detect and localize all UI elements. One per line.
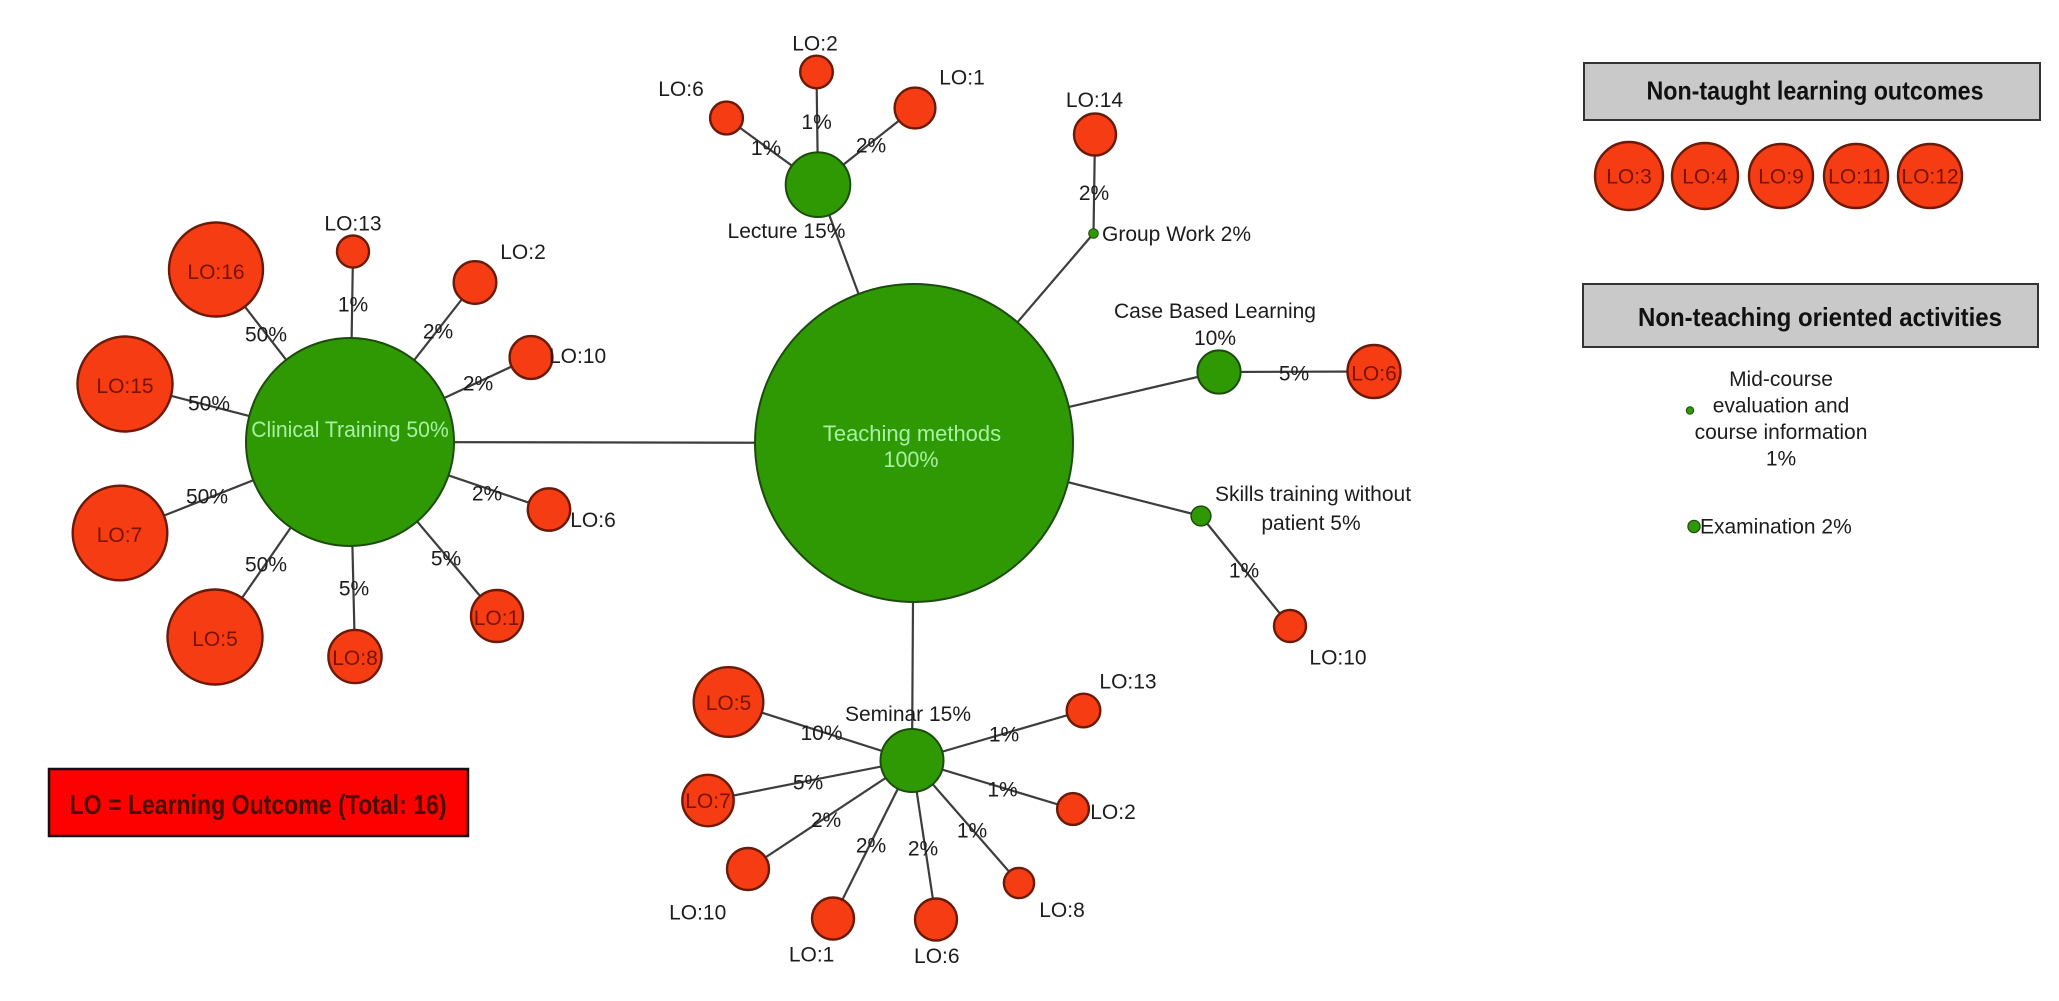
svg-text:LO:10: LO:10 (669, 902, 726, 925)
svg-text:Lecture 15%: Lecture 15% (728, 220, 846, 243)
svg-text:LO:15: LO:15 (96, 375, 153, 398)
svg-text:50%: 50% (245, 554, 287, 577)
svg-text:100%: 100% (884, 447, 939, 472)
svg-text:1%: 1% (1229, 560, 1259, 583)
svg-text:LO:6: LO:6 (914, 945, 960, 968)
svg-text:patient 5%: patient 5% (1261, 512, 1360, 535)
svg-text:LO:2: LO:2 (500, 241, 546, 264)
svg-text:10%: 10% (800, 722, 842, 745)
svg-text:1%: 1% (338, 294, 368, 317)
svg-text:Clinical Training 50%: Clinical Training 50% (251, 417, 449, 442)
svg-text:1%: 1% (989, 724, 1019, 747)
svg-text:Teaching methods: Teaching methods (823, 421, 1001, 446)
svg-text:LO:7: LO:7 (685, 790, 731, 813)
svg-text:2%: 2% (423, 321, 453, 344)
svg-text:Group Work 2%: Group Work 2% (1102, 223, 1251, 246)
svg-text:LO:13: LO:13 (324, 213, 381, 236)
svg-text:LO:2: LO:2 (1090, 801, 1136, 824)
svg-text:5%: 5% (1279, 363, 1309, 386)
svg-text:evaluation and: evaluation and (1713, 395, 1850, 418)
svg-text:Examination 2%: Examination 2% (1700, 516, 1852, 539)
svg-text:5%: 5% (431, 548, 461, 571)
svg-text:LO:9: LO:9 (1758, 166, 1804, 189)
svg-text:LO:7: LO:7 (97, 524, 143, 547)
svg-text:2%: 2% (811, 809, 841, 832)
svg-text:LO:5: LO:5 (192, 628, 238, 651)
svg-text:1%: 1% (801, 111, 831, 134)
svg-text:LO:4: LO:4 (1682, 166, 1728, 189)
svg-text:LO:5: LO:5 (706, 692, 752, 715)
svg-text:Seminar 15%: Seminar 15% (845, 703, 971, 726)
svg-text:2%: 2% (463, 373, 493, 396)
svg-text:LO:1: LO:1 (939, 67, 985, 90)
svg-text:LO:14: LO:14 (1066, 89, 1124, 112)
svg-text:1%: 1% (751, 137, 781, 160)
svg-text:Mid-course: Mid-course (1729, 368, 1833, 391)
svg-text:2%: 2% (908, 838, 938, 861)
svg-text:Skills training without: Skills training without (1215, 483, 1411, 506)
svg-text:LO:6: LO:6 (1351, 363, 1397, 386)
svg-text:LO:11: LO:11 (1828, 166, 1884, 189)
svg-text:LO:10: LO:10 (1309, 647, 1366, 670)
svg-text:LO:16: LO:16 (187, 261, 244, 284)
svg-text:2%: 2% (856, 835, 886, 858)
svg-text:LO:1: LO:1 (789, 944, 835, 967)
svg-text:LO:6: LO:6 (570, 509, 616, 532)
svg-text:1%: 1% (1766, 448, 1796, 471)
svg-text:LO:13: LO:13 (1099, 671, 1156, 694)
svg-text:2%: 2% (1079, 182, 1109, 205)
svg-text:LO:10: LO:10 (549, 345, 606, 368)
svg-text:Non-taught learning outcomes: Non-taught learning outcomes (1647, 76, 1984, 106)
svg-text:1%: 1% (957, 820, 987, 843)
svg-text:LO:8: LO:8 (332, 647, 378, 670)
svg-text:5%: 5% (339, 578, 369, 601)
svg-text:LO:12: LO:12 (1901, 166, 1958, 189)
svg-text:2%: 2% (856, 135, 886, 158)
svg-text:1%: 1% (987, 779, 1017, 802)
svg-text:50%: 50% (186, 486, 228, 509)
svg-text:50%: 50% (245, 324, 287, 347)
svg-text:course information: course information (1695, 421, 1868, 444)
svg-text:10%: 10% (1194, 327, 1236, 350)
svg-text:2%: 2% (472, 483, 502, 506)
svg-text:5%: 5% (793, 772, 823, 795)
svg-text:LO:3: LO:3 (1606, 166, 1652, 189)
svg-text:LO:6: LO:6 (658, 78, 704, 101)
svg-text:Non-teaching oriented activiti: Non-teaching oriented activities (1638, 302, 2002, 332)
svg-text:LO = Learning Outcome (Total:: LO = Learning Outcome (Total: 16) (70, 789, 447, 820)
svg-text:Case Based Learning: Case Based Learning (1114, 300, 1316, 323)
svg-text:LO:1: LO:1 (474, 607, 520, 630)
svg-text:LO:8: LO:8 (1039, 899, 1085, 922)
svg-text:LO:2: LO:2 (792, 33, 838, 56)
svg-text:50%: 50% (188, 393, 230, 416)
